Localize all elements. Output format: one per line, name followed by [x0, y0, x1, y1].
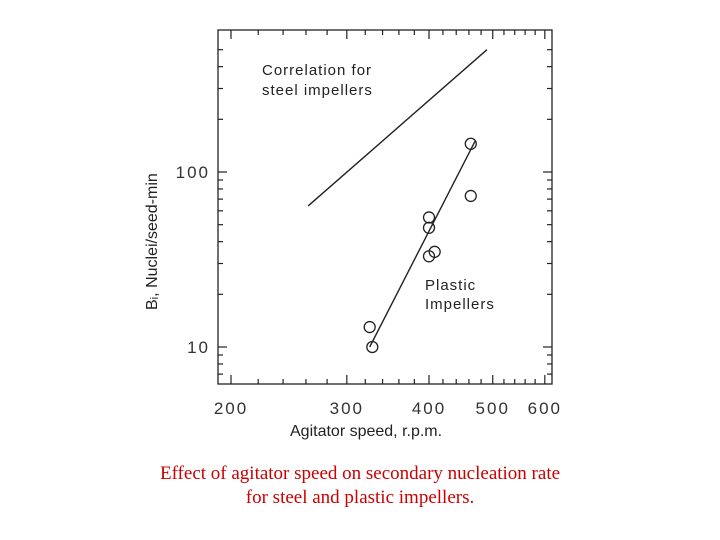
plastic-data-point: [428, 245, 441, 258]
steel-correlation-line: [307, 49, 488, 207]
x-tick-label: 200: [214, 399, 248, 418]
y-tick-labels: 10 100: [176, 163, 210, 357]
nucleation-rate-chart: 200 300 400 500 600 10 100 Agitator speed, r.…: [144, 29, 562, 440]
plastic-data-point: [464, 189, 477, 203]
series-lines: [307, 49, 488, 348]
y-tick-label: 100: [176, 163, 210, 182]
caption-line-2: for steel and plastic impellers.: [245, 487, 475, 508]
plastic-annotation-line1: Plastic: [425, 277, 476, 294]
plastic-data-point: [363, 320, 376, 334]
x-tick-label: 400: [412, 399, 446, 418]
caption-line-1: Effect of agitator speed on secondary nu…: [159, 463, 561, 484]
x-tick-labels: 200 300 400 500 600: [214, 399, 562, 418]
y-axis-title: Bᵢ, Nuclei/seed-min: [144, 173, 161, 310]
y-tick-label: 10: [187, 338, 210, 357]
steel-annotation-line2: steel impellers: [262, 82, 373, 99]
plastic-data-point: [464, 137, 477, 150]
plastic-fit-line: [369, 140, 476, 348]
x-axis-title: Agitator speed, r.p.m.: [290, 423, 442, 440]
x-tick-label: 300: [330, 399, 364, 418]
plastic-data-point: [422, 211, 436, 224]
figure-caption: Effect of agitator speed on secondary nu…: [0, 462, 720, 510]
plastic-annotation-line2: Impellers: [425, 296, 495, 313]
plastic-data-point: [422, 221, 436, 234]
x-tick-label: 600: [528, 399, 562, 418]
plastic-data-point: [366, 340, 379, 354]
x-tick-label: 500: [476, 399, 510, 418]
plot-frame: [217, 29, 553, 385]
steel-annotation-line1: Correlation for: [262, 62, 372, 79]
data-points: [363, 137, 477, 354]
axis-ticks: [218, 30, 552, 384]
